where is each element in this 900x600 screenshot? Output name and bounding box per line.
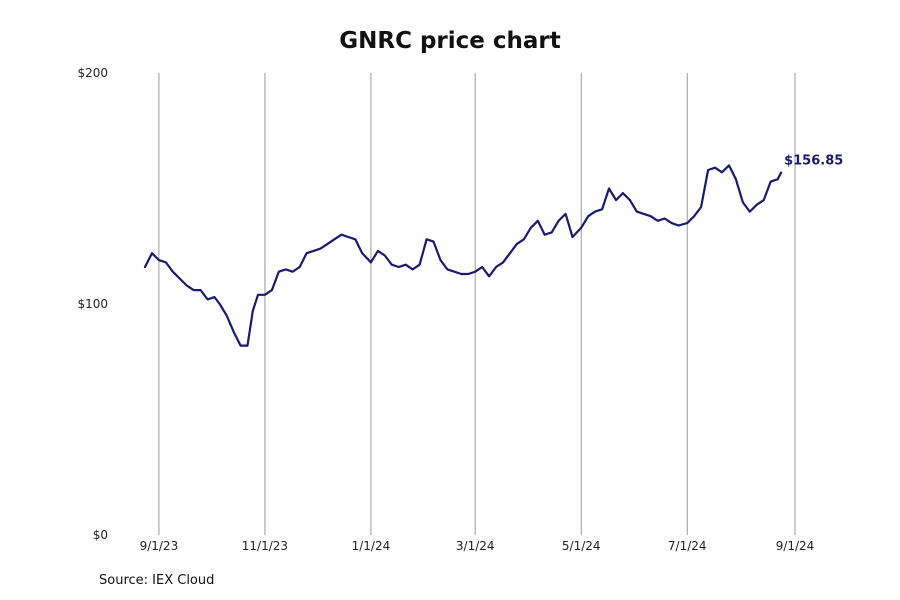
grid-lines — [158, 73, 796, 535]
y-tick-label: $200 — [77, 66, 108, 80]
y-axis-ticks: $0 $100 $200 — [77, 66, 108, 542]
x-tick-label: 7/1/24 — [668, 539, 707, 553]
x-tick-label: 3/1/24 — [456, 539, 495, 553]
x-tick-label: 5/1/24 — [562, 539, 601, 553]
y-tick-label: $0 — [93, 528, 108, 542]
x-tick-label: 9/1/24 — [776, 539, 815, 553]
chart-title: GNRC price chart — [339, 28, 561, 54]
price-series-line — [143, 164, 783, 347]
x-tick-label: 1/1/24 — [352, 539, 391, 553]
x-axis-ticks: 9/1/23 11/1/23 1/1/24 3/1/24 5/1/24 7/1/24 9/1… — [140, 539, 815, 553]
last-price-label: $156.85 — [784, 154, 843, 169]
x-tick-label: 9/1/23 — [140, 539, 179, 553]
source-note: Source: IEX Cloud — [99, 573, 215, 588]
x-tick-label: 11/1/23 — [242, 539, 288, 553]
y-tick-label: $100 — [77, 297, 108, 311]
